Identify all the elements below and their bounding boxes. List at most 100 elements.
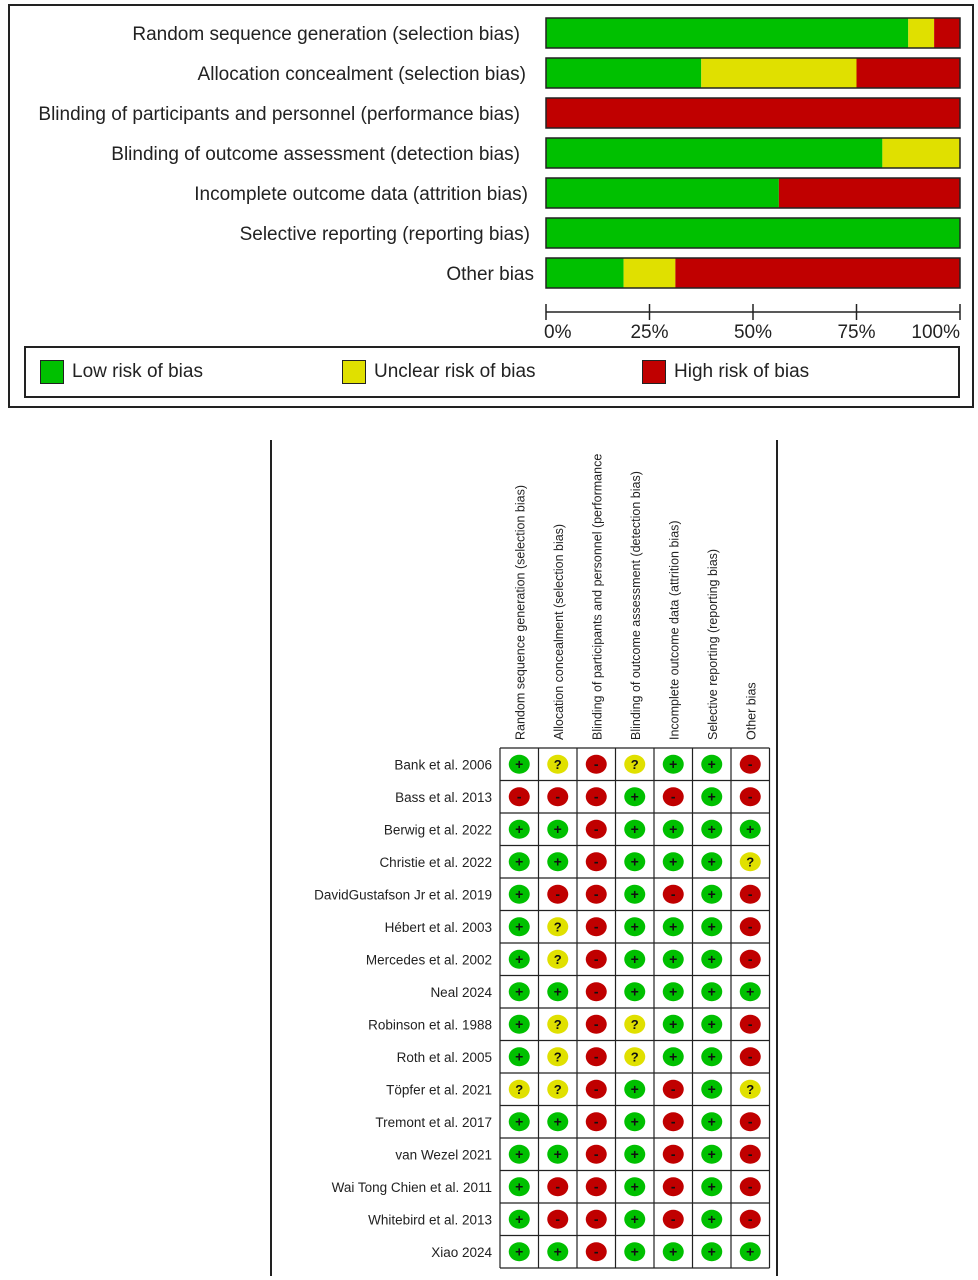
rating-symbol: +: [631, 951, 639, 967]
rating-mark-unclear: [508, 1079, 530, 1099]
rating-mark-high: [662, 884, 684, 904]
rating-symbol: +: [708, 788, 716, 804]
rating-symbol: +: [631, 853, 639, 869]
rating-mark-low: [624, 949, 646, 969]
bar-segment-high: [675, 258, 960, 288]
matrix-study-label: Christie et al. 2022: [379, 855, 492, 870]
rating-symbol: ?: [631, 1017, 639, 1032]
rating-mark-low: [508, 1242, 530, 1262]
rating-symbol: +: [669, 853, 677, 869]
rating-mark-high: [585, 982, 607, 1002]
rating-symbol: -: [748, 1211, 753, 1227]
legend-swatch-low: [40, 360, 64, 384]
rating-symbol: +: [631, 788, 639, 804]
rating-symbol: -: [555, 1211, 560, 1227]
x-axis-tick-label: 100%: [911, 322, 960, 342]
bar-outline: [545, 17, 961, 49]
rating-symbol: +: [708, 886, 716, 902]
matrix-study-label: Mercedes et al. 2002: [366, 952, 492, 967]
rating-symbol: +: [708, 1048, 716, 1064]
rating-symbol: ?: [515, 1082, 523, 1097]
rating-symbol: -: [594, 1178, 599, 1194]
bar-segment-low: [546, 18, 909, 48]
rating-symbol: +: [708, 1016, 716, 1032]
rating-mark-high: [739, 917, 761, 937]
rating-mark-high: [739, 1209, 761, 1229]
rating-mark-high: [585, 1047, 607, 1067]
rating-mark-low: [624, 982, 646, 1002]
matrix-study-label: Bass et al. 2013: [395, 790, 492, 805]
rating-mark-high: [739, 787, 761, 807]
bar-segment-low: [546, 258, 624, 288]
legend-label-low: Low risk of bias: [72, 361, 203, 382]
x-axis-tick-label: 50%: [734, 322, 772, 342]
rating-mark-low: [508, 1177, 530, 1197]
rating-mark-low: [508, 852, 530, 872]
rating-symbol: +: [746, 821, 754, 837]
bar-segment-unclear: [623, 258, 676, 288]
rating-symbol: +: [669, 1243, 677, 1259]
bar-segment-high: [934, 18, 960, 48]
rating-mark-low: [662, 754, 684, 774]
matrix-study-label: Robinson et al. 1988: [368, 1017, 492, 1032]
rating-symbol: +: [631, 1081, 639, 1097]
rating-mark-unclear: [547, 949, 569, 969]
rating-mark-high: [739, 1014, 761, 1034]
rating-mark-high: [739, 884, 761, 904]
rating-mark-low: [508, 819, 530, 839]
rating-symbol: +: [708, 853, 716, 869]
rating-symbol: +: [515, 951, 523, 967]
rating-symbol: +: [554, 1243, 562, 1259]
rating-mark-low: [508, 917, 530, 937]
rating-symbol: -: [748, 1178, 753, 1194]
rating-mark-low: [624, 819, 646, 839]
legend-label-high: High risk of bias: [674, 361, 810, 382]
bar-category-label: Selective reporting (reporting bias): [240, 224, 530, 245]
rating-symbol: -: [671, 1146, 676, 1162]
rating-mark-high: [739, 1144, 761, 1164]
rating-mark-low: [508, 884, 530, 904]
rating-symbol: -: [671, 1178, 676, 1194]
rating-symbol: -: [594, 1243, 599, 1259]
matrix-study-label: Wai Tong Chien et al. 2011: [332, 1180, 492, 1195]
rating-symbol: +: [631, 983, 639, 999]
bar-outline: [545, 257, 961, 289]
rating-mark-low: [547, 982, 569, 1002]
risk-of-bias-matrix-panel: Random sequence generation (selection bi…: [270, 440, 778, 1276]
legend-item-high: High risk of bias: [642, 358, 809, 386]
rating-mark-high: [585, 1112, 607, 1132]
rating-symbol: -: [555, 886, 560, 902]
rating-mark-high: [662, 787, 684, 807]
bar-category-label: Allocation concealment (selection bias): [198, 64, 526, 85]
rating-mark-low: [701, 1177, 723, 1197]
rating-symbol: +: [631, 918, 639, 934]
rating-symbol: -: [671, 1081, 676, 1097]
rating-symbol: +: [554, 983, 562, 999]
rating-symbol: -: [594, 918, 599, 934]
rating-mark-low: [624, 1112, 646, 1132]
matrix-study-label: Bank et al. 2006: [394, 757, 492, 772]
rating-symbol: -: [555, 788, 560, 804]
rating-symbol: ?: [554, 919, 562, 934]
rating-symbol: +: [669, 918, 677, 934]
rating-mark-low: [662, 982, 684, 1002]
rating-mark-high: [547, 787, 569, 807]
rating-mark-unclear: [547, 1079, 569, 1099]
rating-mark-low: [624, 884, 646, 904]
matrix-study-label: Töpfer et al. 2021: [386, 1082, 492, 1097]
rating-symbol: +: [669, 983, 677, 999]
bar-segment-low: [546, 58, 702, 88]
bar-category-label: Other bias: [446, 264, 534, 285]
rating-symbol: +: [708, 1243, 716, 1259]
rating-symbol: -: [594, 788, 599, 804]
rating-symbol: +: [669, 951, 677, 967]
rating-mark-low: [624, 787, 646, 807]
risk-of-bias-summary-panel: Random sequence generation (selection bi…: [8, 4, 974, 408]
rating-mark-low: [701, 1079, 723, 1099]
rating-symbol: +: [708, 983, 716, 999]
bar-segment-high: [856, 58, 960, 88]
bar-segment-high: [778, 178, 960, 208]
matrix-study-label: DavidGustafson Jr et al. 2019: [314, 887, 492, 902]
rating-mark-high: [739, 949, 761, 969]
rating-mark-unclear: [624, 754, 646, 774]
